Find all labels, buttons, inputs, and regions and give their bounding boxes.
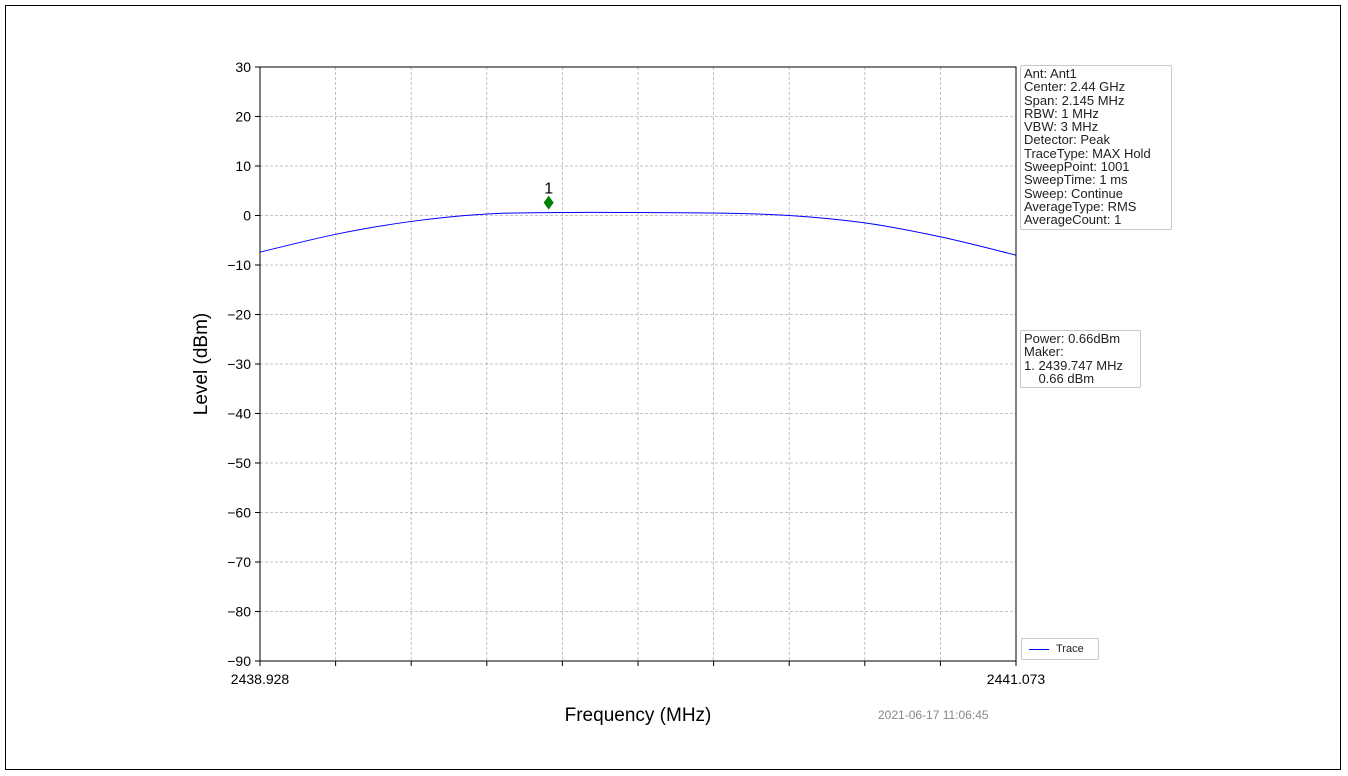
settings-line: SweepPoint: 1001 <box>1024 159 1130 175</box>
x-axis-label: Frequency (MHz) <box>565 705 712 726</box>
settings-line: Center: 2.44 GHz <box>1024 79 1126 95</box>
legend: Trace <box>1021 638 1099 660</box>
grid <box>260 67 1016 661</box>
ticks: 30 20 10 0 −10 −20 −30 −40 −50 −60 −70 −80 −90 2438.9… <box>227 59 1045 687</box>
y-axis-label: Level (dBm) <box>191 313 212 415</box>
y-tick-label: 30 <box>235 59 251 75</box>
result-line: Power: 0.66dBm <box>1024 331 1121 346</box>
timestamp: 2021-06-17 11:06:45 <box>878 708 989 722</box>
settings-line: VBW: 3 MHz <box>1024 119 1099 135</box>
settings-line: Sweep: Continue <box>1024 185 1124 201</box>
y-tick-label: −40 <box>227 406 251 422</box>
result-line: Maker: <box>1024 344 1064 360</box>
figure-frame <box>5 5 1341 770</box>
result-line: 1. 2439.747 MHz <box>1024 357 1124 373</box>
y-tick-label: −20 <box>227 307 251 323</box>
settings-line: AverageCount: 1 <box>1024 212 1122 228</box>
y-tick-label: 20 <box>235 109 251 125</box>
marker-diamond <box>543 195 554 210</box>
legend-trace-line <box>1029 649 1049 650</box>
y-tick-label: −90 <box>227 653 251 669</box>
legend-trace-label: Trace <box>1056 643 1084 655</box>
trace-line <box>259 211 1017 256</box>
y-tick-label: −50 <box>227 455 251 471</box>
settings-line: Ant: Ant1 <box>1024 66 1077 81</box>
settings-line: RBW: 1 MHz <box>1024 105 1099 121</box>
trace-layer <box>259 211 1017 256</box>
y-tick-label: −30 <box>227 356 251 372</box>
settings-info-box: Ant: Ant1 Center: 2.44 GHz Span: 2.145 MHz… <box>1020 65 1172 230</box>
result-line: 0.66 dBm <box>1024 370 1095 386</box>
settings-line: AverageType: RMS <box>1024 198 1137 214</box>
y-tick-label: 0 <box>243 208 251 224</box>
y-tick-label: −70 <box>227 554 251 570</box>
y-tick-label: −60 <box>227 505 251 521</box>
marker-label: 1 <box>544 181 553 198</box>
settings-line: Span: 2.145 MHz <box>1024 92 1125 108</box>
measurement-result-box: Power: 0.66dBm Maker: 1. 2439.747 MHz 0.66… <box>1020 330 1141 389</box>
settings-line: SweepTime: 1 ms <box>1024 172 1128 188</box>
settings-line: Detector: Peak <box>1024 132 1110 148</box>
settings-line: TraceType: MAX Hold <box>1024 145 1151 161</box>
y-tick-label: −10 <box>227 257 251 273</box>
x-tick-label-max: 2441.073 <box>987 671 1046 687</box>
y-tick-label: −80 <box>227 604 251 620</box>
x-tick-label-min: 2438.928 <box>231 671 290 687</box>
marker-layer: 1 <box>543 181 554 210</box>
y-tick-label: 10 <box>235 158 251 174</box>
